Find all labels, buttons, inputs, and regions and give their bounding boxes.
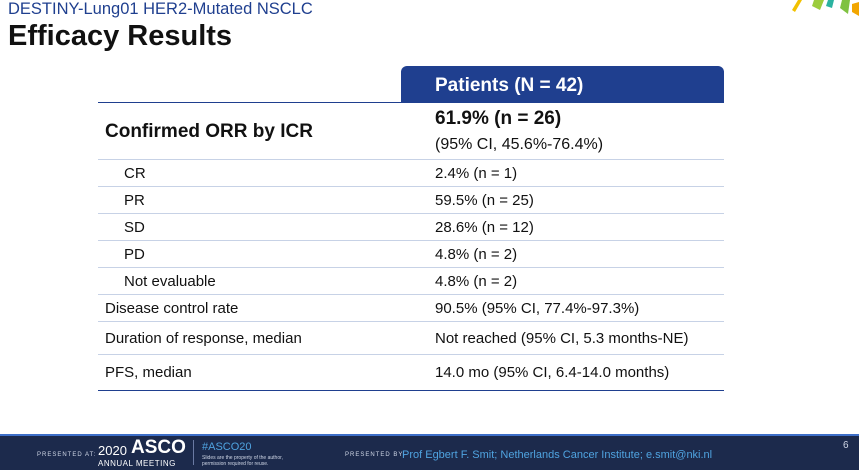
table-row: PFS, median 14.0 mo (95% CI, 6.4-14.0 mo… (98, 355, 724, 391)
row-value: Not reached (95% CI, 5.3 months-NE) (435, 330, 689, 347)
row-label: Confirmed ORR by ICR (105, 121, 313, 142)
row-value: 2.4% (n = 1) (435, 165, 518, 182)
footer-bar: PRESENTED AT: 2020 ASCO ANNUAL MEETING #… (0, 434, 859, 470)
row-label: PR (124, 192, 145, 209)
row-value: 90.5% (95% CI, 77.4%-97.3%) (435, 300, 640, 317)
row-value: 28.6% (n = 12) (435, 219, 534, 236)
row-value: 59.5% (n = 25) (435, 192, 534, 209)
table-row-orr: Confirmed ORR by ICR 61.9% (n = 26) (95%… (98, 103, 724, 160)
asco-logo: ASCO (131, 437, 186, 458)
row-label: Duration of response, median (105, 330, 302, 347)
logo-icon (792, 0, 859, 16)
table-row: PD 4.8% (n = 2) (98, 241, 724, 268)
annual-meeting-label: ANNUAL MEETING (98, 459, 176, 468)
row-value: 4.8% (n = 2) (435, 246, 518, 263)
rights-line: Slides are the property of the author, (202, 455, 283, 461)
table-row: CR 2.4% (n = 1) (98, 160, 724, 187)
efficacy-table: Confirmed ORR by ICR 61.9% (n = 26) (95%… (98, 102, 724, 391)
table-row: Not evaluable 4.8% (n = 2) (98, 268, 724, 295)
rights-notice: Slides are the property of the author, p… (202, 455, 283, 467)
row-label: SD (124, 219, 145, 236)
table-row: Disease control rate 90.5% (95% CI, 77.4… (98, 295, 724, 322)
slide-subtitle: DESTINY-Lung01 HER2-Mutated NSCLC (8, 0, 313, 18)
footer-separator (193, 440, 194, 465)
meeting-year: 2020 (98, 443, 127, 458)
row-label: Disease control rate (105, 300, 239, 317)
row-label: PD (124, 246, 145, 263)
presented-at-label: PRESENTED AT: (37, 452, 97, 458)
table-row: Duration of response, median Not reached… (98, 322, 724, 355)
row-value: 4.8% (n = 2) (435, 273, 518, 290)
table-row: PR 59.5% (n = 25) (98, 187, 724, 214)
presented-by-label: PRESENTED BY: (345, 452, 406, 458)
footer-divider (0, 434, 859, 436)
column-header-patients: Patients (N = 42) (401, 66, 724, 102)
slide-title: Efficacy Results (8, 20, 233, 52)
row-value: 14.0 mo (95% CI, 6.4-14.0 months) (435, 364, 670, 381)
row-label: Not evaluable (124, 273, 216, 290)
row-label: CR (124, 165, 146, 182)
table-row: SD 28.6% (n = 12) (98, 214, 724, 241)
page-number: 6 (843, 440, 849, 451)
row-label: PFS, median (105, 364, 192, 381)
hashtag: #ASCO20 (202, 441, 252, 453)
rights-line: permission required for reuse. (202, 461, 269, 467)
row-value: 61.9% (n = 26) (435, 108, 562, 129)
row-value-ci: (95% CI, 45.6%-76.4%) (435, 136, 604, 153)
presenter-info: Prof Egbert F. Smit; Netherlands Cancer … (402, 449, 713, 461)
